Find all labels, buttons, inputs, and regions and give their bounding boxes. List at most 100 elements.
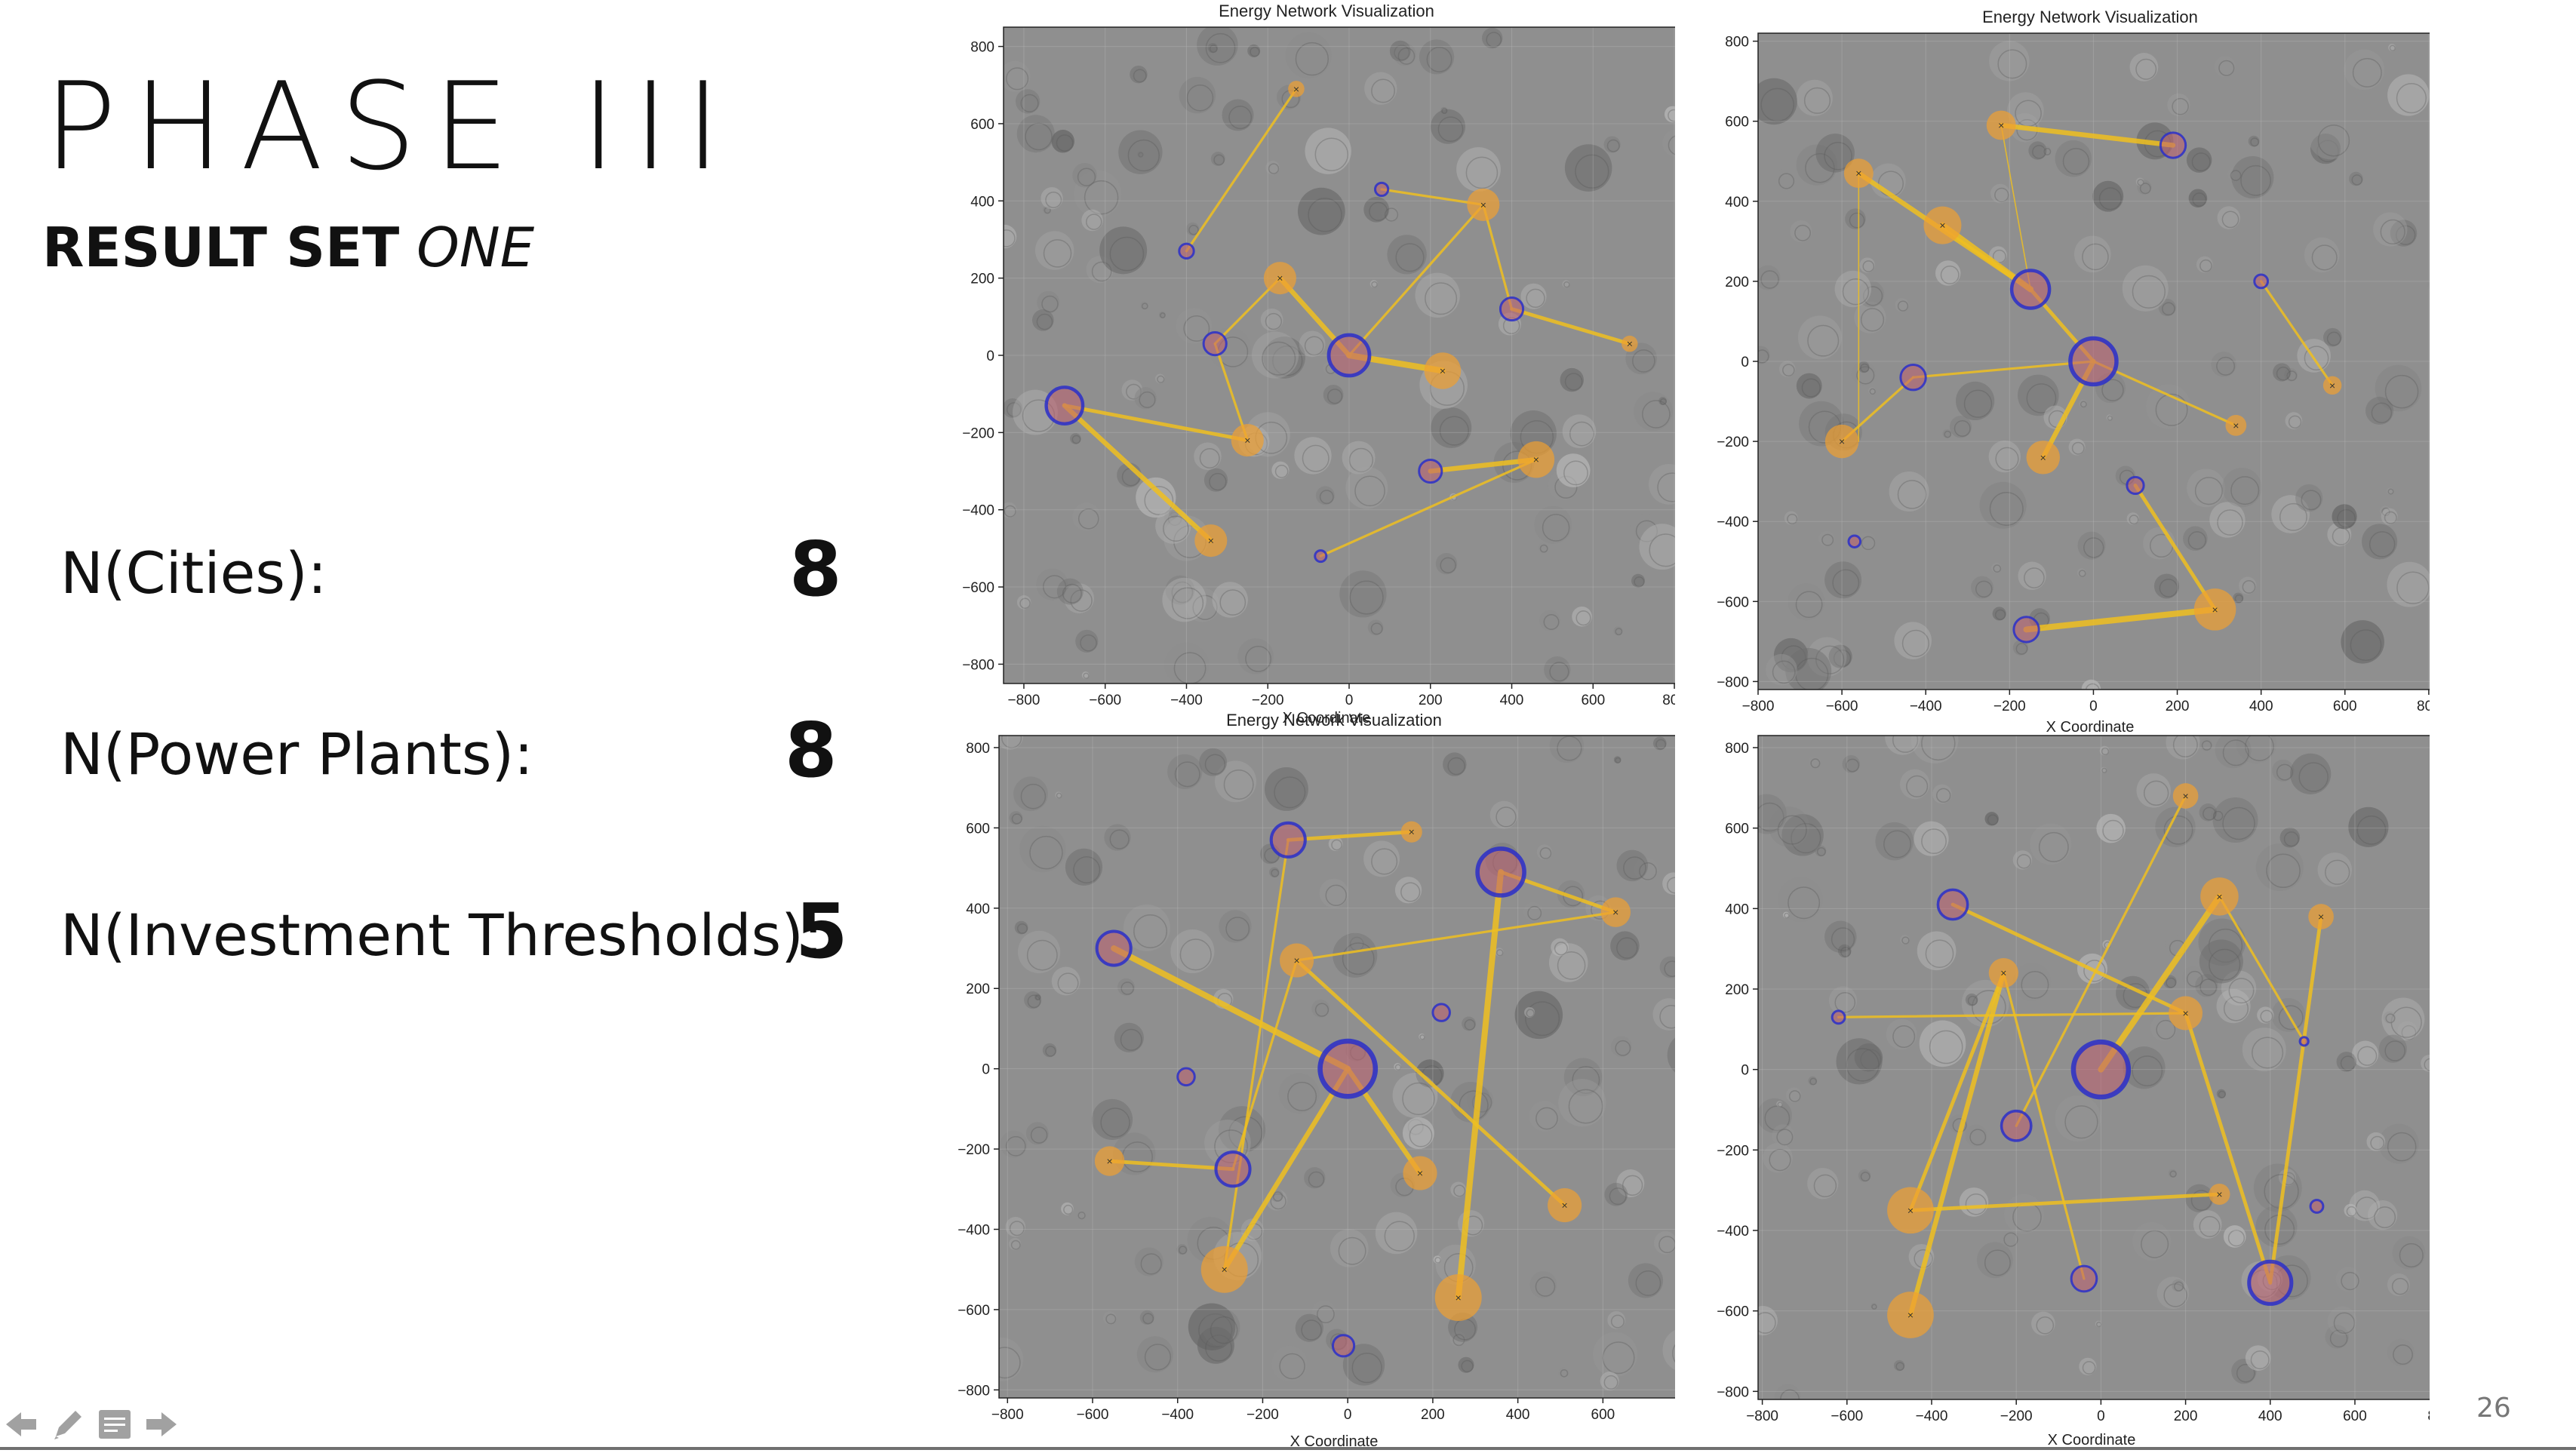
network-link [2023, 606, 2218, 633]
crater-rim [1141, 303, 1148, 310]
power-plant-marker [2308, 904, 2334, 929]
city-fill [1477, 848, 1525, 895]
crater-rim [2252, 1037, 2284, 1069]
crater-rim [1563, 886, 1584, 907]
crater [2248, 135, 2260, 147]
city-marker [2070, 1039, 2132, 1100]
crater [2271, 495, 2310, 533]
crater-rim [1782, 364, 1795, 376]
power-plant-marker [1600, 897, 1631, 927]
crater-rim [1009, 1221, 1025, 1236]
crater-rim [2107, 415, 2113, 421]
power-plant-marker [2209, 1183, 2230, 1206]
crater-rim [1077, 508, 1099, 530]
crater-rim [2163, 815, 2193, 845]
crater-rim [2326, 331, 2341, 346]
crater [1076, 1209, 1086, 1220]
crater-rim [1245, 646, 1271, 672]
crater [1013, 776, 1048, 812]
city-fill [1900, 364, 1926, 390]
crater-rim [1174, 761, 1200, 788]
crater [2185, 1184, 2214, 1212]
crater [1815, 134, 1855, 173]
x-tick-label: 200 [2166, 699, 2190, 714]
city-fill [1179, 244, 1194, 259]
crater [1431, 407, 1472, 448]
crater [1179, 76, 1216, 114]
crater-rim [1070, 589, 1093, 612]
x-tick-label: −400 [1170, 693, 1203, 708]
crater-rim [2162, 302, 2175, 316]
chart-title: Energy Network Visualization [1226, 713, 1442, 730]
crater-rim [1535, 1107, 1558, 1130]
crater [1017, 930, 1061, 974]
x-tick-label: 600 [2333, 699, 2357, 714]
power-plant-marker [1231, 424, 1264, 457]
crater [2166, 736, 2200, 760]
crater-rim [1993, 564, 2002, 573]
arrow-right-icon[interactable] [140, 1403, 183, 1445]
subtitle-italic: ONE [417, 216, 535, 279]
crater-rim [1397, 48, 1416, 65]
crater [1634, 857, 1658, 882]
crater [1489, 800, 1518, 829]
crater [1339, 570, 1387, 618]
crater-rim [2062, 148, 2090, 175]
crater-rim [1370, 622, 1383, 635]
crater [1176, 308, 1213, 344]
city-fill [2160, 132, 2186, 158]
crater [1167, 754, 1203, 790]
crater-rim [1560, 1369, 1569, 1378]
x-axis-label: X Coordinate [2046, 719, 2135, 736]
crater-rim [1004, 229, 1016, 247]
crater [2158, 299, 2176, 317]
city-marker [2070, 1264, 2098, 1293]
crater [1019, 825, 1066, 873]
crater [1971, 576, 1994, 599]
crater-rim [2278, 1005, 2304, 1031]
pen-icon[interactable] [47, 1403, 89, 1445]
crater [1449, 1331, 1466, 1347]
crater-rim [1862, 286, 1883, 306]
notes-icon[interactable] [94, 1403, 136, 1445]
crater-rim [2187, 531, 2206, 550]
crater-rim [1120, 981, 1134, 995]
crater [1989, 41, 2030, 81]
arrow-left-icon[interactable] [0, 1403, 42, 1445]
crater [1278, 1073, 1320, 1114]
crater-rim [1810, 758, 1821, 769]
crater-rim [2024, 567, 2045, 588]
crater-rim [1080, 634, 1097, 652]
crater-rim [2083, 960, 2106, 982]
crater [2199, 738, 2213, 751]
crater-rim [1272, 1191, 1283, 1202]
crater-rim [2166, 977, 2177, 988]
plant-x-mark: × [1456, 1292, 1462, 1304]
x-tick-label: −200 [1252, 693, 1284, 708]
crater-rim [1807, 324, 1840, 357]
crater-rim [1071, 435, 1081, 444]
crater [1851, 361, 1876, 386]
crater [2341, 620, 2384, 664]
crater [1305, 127, 1351, 174]
crater [1197, 1326, 1234, 1364]
crater-rim [1270, 1193, 1286, 1210]
crater-rim [1091, 261, 1112, 282]
crater [1074, 170, 1122, 218]
crater [2135, 177, 2144, 186]
crater [1363, 196, 1390, 223]
crater-rim [2346, 1206, 2357, 1217]
crater [1788, 583, 1825, 621]
x-tick-label: 200 [2174, 1408, 2198, 1424]
network-link [1455, 868, 1505, 1301]
crater-rim [1813, 1174, 1837, 1198]
crater [1949, 416, 1972, 438]
crater-rim [1758, 1312, 1776, 1334]
network-link [2260, 280, 2334, 387]
power-plant-marker [1094, 1146, 1125, 1176]
crater [1072, 502, 1101, 531]
crater-rim [2283, 831, 2299, 847]
crater-rim [1045, 191, 1062, 208]
crater-rim [1575, 154, 1609, 189]
crater [1136, 1336, 1173, 1373]
